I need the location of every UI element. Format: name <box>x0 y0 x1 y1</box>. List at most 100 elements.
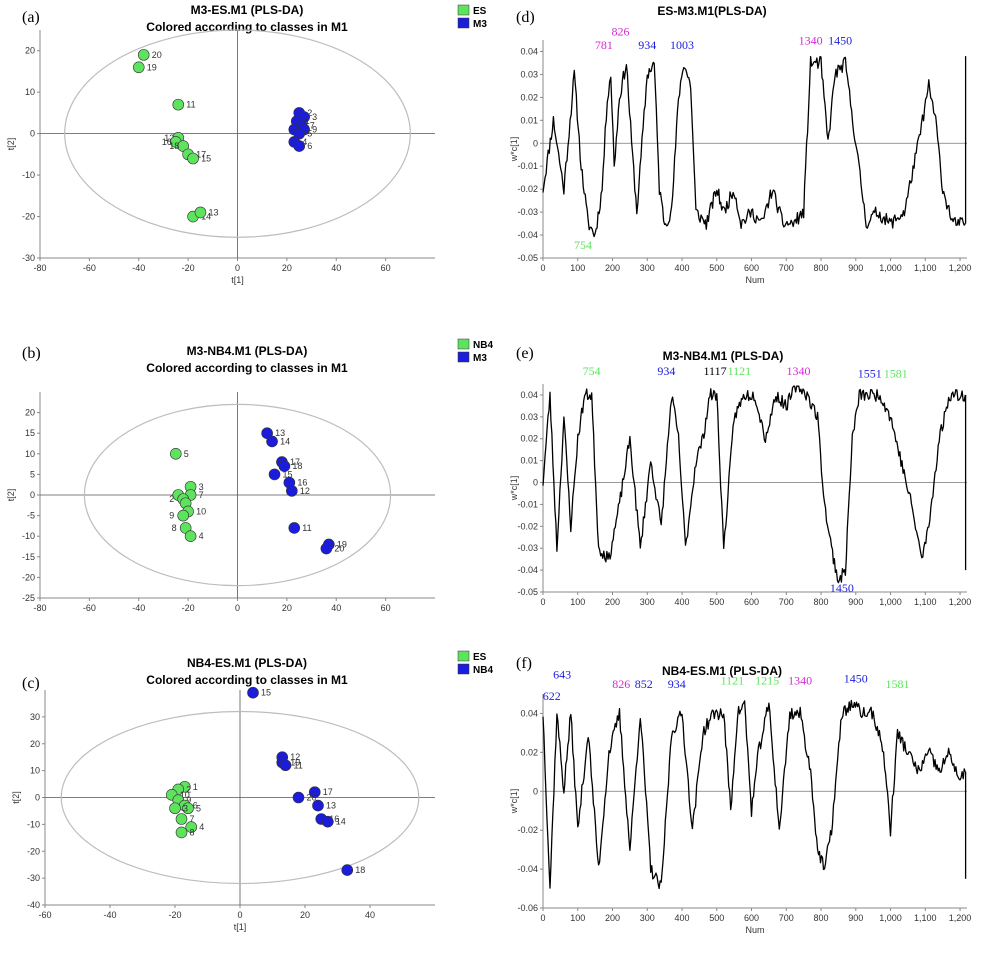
data-point <box>184 530 197 543</box>
loading-line <box>542 699 966 890</box>
point-label: 14 <box>336 817 346 827</box>
chart-title: M3-NB4.M1 (PLS-DA) <box>663 349 784 363</box>
x-tick-label: 800 <box>814 913 829 923</box>
data-point <box>247 686 259 699</box>
data-point <box>169 802 181 815</box>
chart-subtitle: Colored according to classes in M1 <box>146 361 348 375</box>
x-tick-label: 200 <box>605 597 620 607</box>
point-label: 3 <box>312 112 317 122</box>
y-tick-label: 0.02 <box>520 92 538 102</box>
chart-title: NB4-ES.M1 (PLS-DA) <box>662 664 782 678</box>
data-point <box>194 206 207 219</box>
point-label: 4 <box>302 137 307 147</box>
point-label: 2 <box>169 494 174 504</box>
confidence-ellipse <box>83 403 392 587</box>
legend-label: NB4 <box>473 665 493 676</box>
point-label: 12 <box>290 752 300 762</box>
data-point <box>175 826 188 839</box>
y-tick-label: -15 <box>22 552 35 562</box>
legend-swatch <box>457 650 470 662</box>
y-axis-label: t[2] <box>6 489 16 502</box>
x-tick-label: -40 <box>103 910 116 920</box>
data-point <box>312 799 324 812</box>
x-tick-label: -60 <box>38 910 51 920</box>
point-label: 3 <box>183 803 188 813</box>
data-point <box>320 542 333 555</box>
y-tick-label: 20 <box>25 408 35 418</box>
point-label: 20 <box>334 544 344 554</box>
data-point <box>187 152 199 165</box>
peak-annotation: 1215 <box>755 673 779 687</box>
x-tick-label: 400 <box>675 263 690 273</box>
point-label: 19 <box>147 62 157 72</box>
panel-label: (f) <box>516 655 532 672</box>
y-tick-label: -0.03 <box>517 543 538 553</box>
y-tick-label: 15 <box>25 428 35 438</box>
point-label: 7 <box>310 120 315 130</box>
x-tick-label: 1,100 <box>914 263 937 273</box>
x-tick-label: 300 <box>640 597 655 607</box>
peak-annotation: 754 <box>574 238 592 252</box>
y-tick-label: -0.04 <box>517 864 538 874</box>
point-label: 18 <box>169 141 179 151</box>
peak-annotation: 826 <box>612 677 630 691</box>
x-tick-label: -40 <box>132 263 145 273</box>
point-label: 15 <box>201 154 211 164</box>
peak-annotation: 1340 <box>799 34 823 48</box>
x-tick-label: 400 <box>675 913 690 923</box>
point-label: 8 <box>190 827 195 837</box>
x-axis-label: Num <box>745 925 764 935</box>
y-tick-label: -30 <box>22 253 35 263</box>
legend-label: M3 <box>473 353 487 364</box>
peak-annotation: 1117 <box>703 364 726 378</box>
peak-annotation: 1121 <box>721 673 745 687</box>
x-tick-label: -20 <box>182 263 195 273</box>
chart-title: NB4-ES.M1 (PLS-DA) <box>187 656 307 670</box>
legend-label: ES <box>473 652 487 663</box>
y-tick-label: 0.02 <box>520 747 538 757</box>
point-label: 15 <box>283 469 293 479</box>
x-tick-label: 700 <box>779 263 794 273</box>
x-tick-label: 1,200 <box>949 597 972 607</box>
point-label: 12 <box>300 486 310 496</box>
x-tick-label: 200 <box>605 913 620 923</box>
x-tick-label: 0 <box>235 263 240 273</box>
data-point <box>172 98 185 111</box>
y-tick-label: 0.03 <box>520 69 538 79</box>
y-tick-label: 0 <box>35 793 40 803</box>
y-tick-label: -0.02 <box>517 521 538 531</box>
x-tick-label: 600 <box>744 597 759 607</box>
point-label: 6 <box>307 141 312 151</box>
x-tick-label: 100 <box>570 263 585 273</box>
chart-title: M3-ES.M1 (PLS-DA) <box>191 3 304 17</box>
legend-swatch <box>457 351 470 363</box>
x-tick-label: 700 <box>779 913 794 923</box>
point-label: 11 <box>186 100 195 110</box>
panel-f: (f) NB4-ES.M1 (PLS-DA) 0 100 200 300 400 500 600… <box>509 655 971 935</box>
point-label: 9 <box>169 511 174 521</box>
peak-annotation: 1340 <box>786 364 810 378</box>
x-tick-label: 1,000 <box>879 913 902 923</box>
data-point <box>177 509 189 522</box>
x-tick-label: 300 <box>640 913 655 923</box>
point-label: 17 <box>196 149 206 159</box>
y-axis-label: t[2] <box>11 791 21 804</box>
panel-e: (e) M3-NB4.M1 (PLS-DA) 0 100 200 300 400 500 600… <box>509 345 971 607</box>
chart-title: M3-NB4.M1 (PLS-DA) <box>187 344 308 358</box>
data-point <box>185 821 198 833</box>
y-tick-label: -20 <box>22 212 35 222</box>
x-tick-label: 900 <box>848 263 863 273</box>
x-tick-label: 60 <box>381 603 391 613</box>
y-tick-label: -0.02 <box>517 825 538 835</box>
point-label: 20 <box>152 50 162 60</box>
y-tick-label: 10 <box>25 87 35 97</box>
y-tick-label: -0.01 <box>517 161 538 171</box>
panel-label: (e) <box>516 345 534 362</box>
y-tick-label: 0.02 <box>520 434 538 444</box>
y-tick-label: -20 <box>22 572 35 582</box>
y-axis-label: w*c[1] <box>509 476 519 502</box>
y-tick-label: 0 <box>533 786 538 796</box>
peak-annotation: 934 <box>657 364 675 378</box>
x-axis-label: Num <box>745 275 764 285</box>
y-tick-label: 20 <box>30 739 40 749</box>
